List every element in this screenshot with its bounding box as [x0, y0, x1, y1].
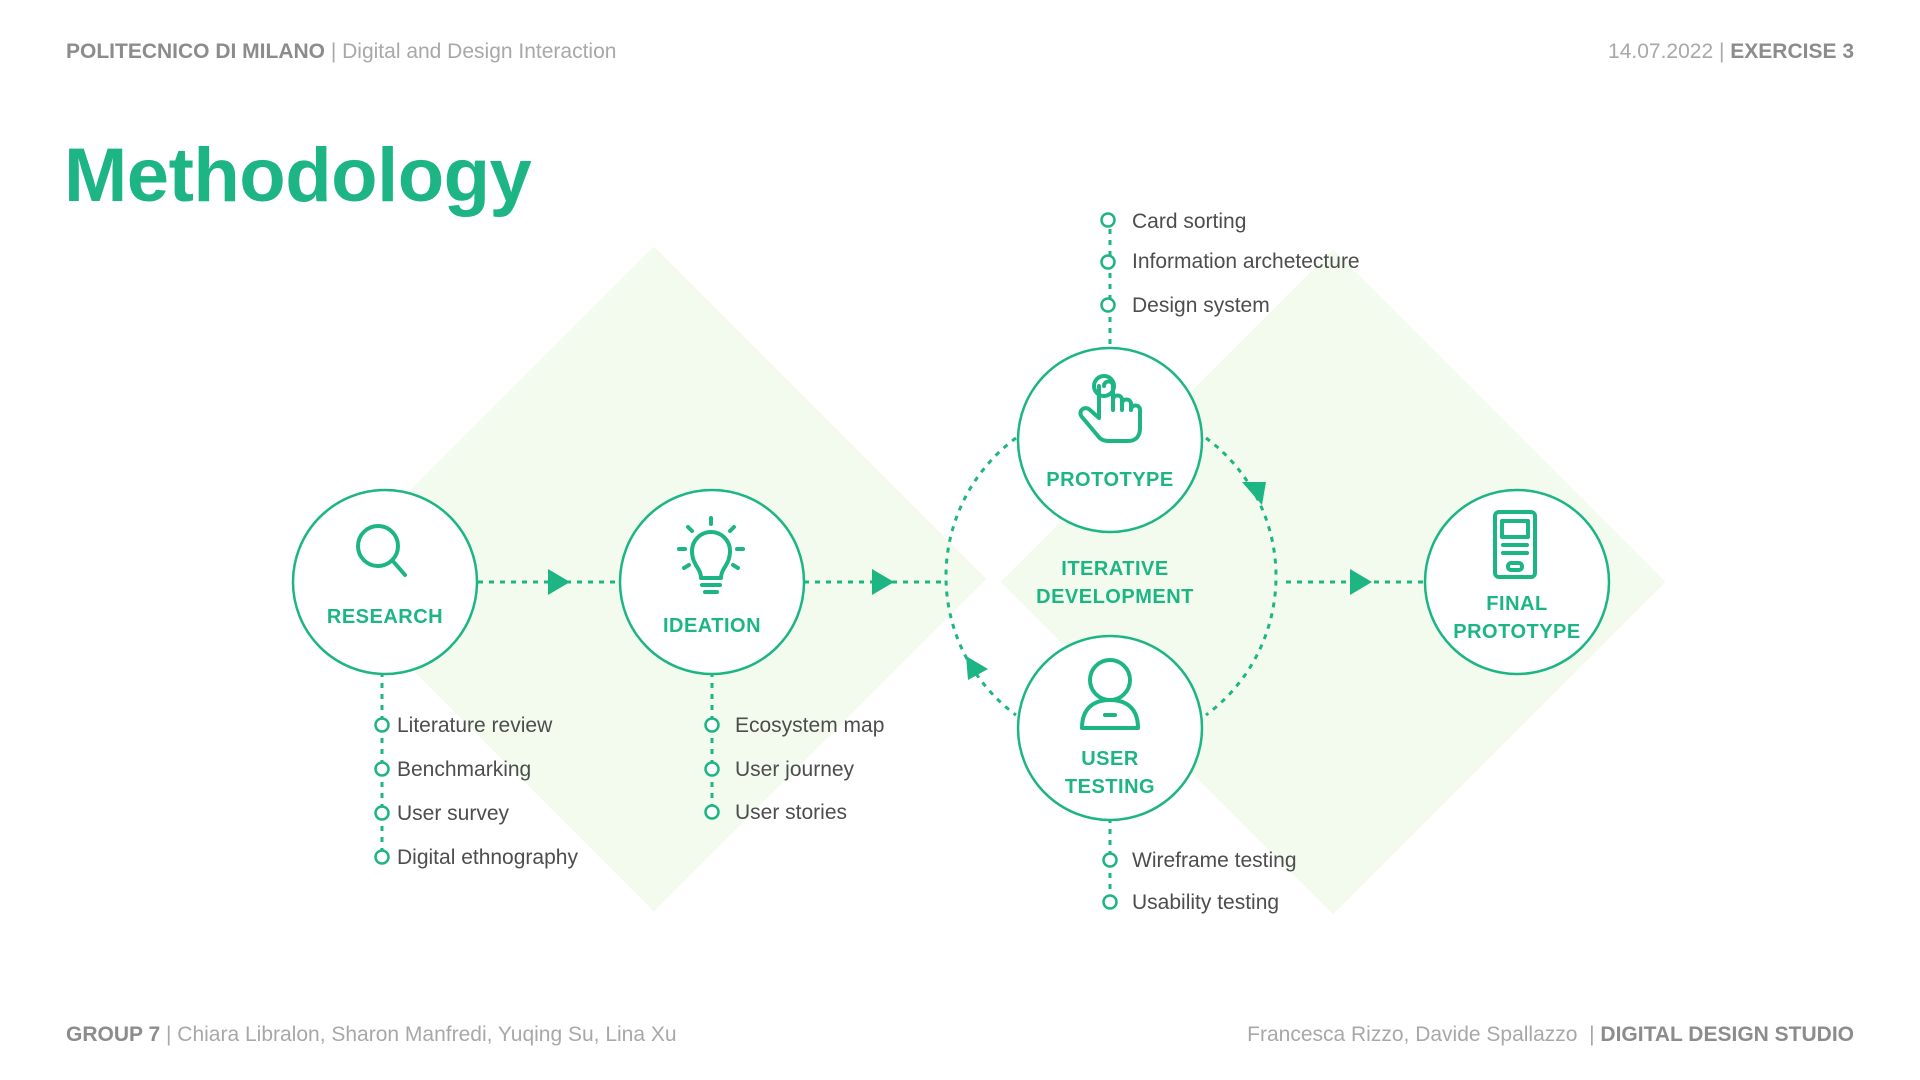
- item-user-survey: User survey: [397, 802, 510, 825]
- lightbulb-icon: [677, 516, 745, 594]
- item-ecosystem-map: Ecosystem map: [735, 714, 884, 737]
- node-ideation: [618, 488, 806, 676]
- pointing-hand-icon: [1078, 374, 1142, 443]
- label-user-testing: USER TESTING: [1065, 748, 1155, 798]
- item-literature-review: Literature review: [397, 714, 553, 737]
- label-user-testing-line-1: USER: [1081, 748, 1139, 770]
- bullet-research-1: [374, 717, 390, 733]
- course-name: Digital and Design Interaction: [342, 40, 617, 63]
- device-icon: [1493, 510, 1537, 579]
- bullet-user-testing-1: [1102, 852, 1118, 868]
- item-information-architecture: Information archetecture: [1132, 250, 1360, 273]
- studio-name: DIGITAL DESIGN STUDIO: [1600, 1023, 1854, 1046]
- bullet-research-4: [374, 849, 390, 865]
- item-wireframe-testing: Wireframe testing: [1132, 849, 1297, 872]
- label-ideation: IDEATION: [663, 615, 761, 637]
- center-label-line-2: DEVELOPMENT: [1036, 586, 1194, 608]
- date: 14.07.2022: [1608, 40, 1714, 63]
- item-card-sorting: Card sorting: [1132, 210, 1246, 233]
- cycle-arc-right: [1205, 436, 1278, 717]
- arrow-cycle-final: [1350, 569, 1372, 595]
- node-research: [291, 488, 479, 676]
- exercise-label: EXERCISE 3: [1730, 40, 1854, 63]
- label-user-testing-line-2: TESTING: [1065, 776, 1155, 798]
- cycle-arc-left: [944, 436, 1017, 717]
- footer-left: GROUP 7 | Chiara Libralon, Sharon Manfre…: [66, 1023, 677, 1046]
- item-digital-ethnography: Digital ethnography: [397, 846, 578, 869]
- bullet-prototype-2: [1100, 254, 1116, 270]
- label-final-prototype-line-1: FINAL: [1486, 593, 1547, 615]
- group-members: Chiara Libralon, Sharon Manfredi, Yuqing…: [177, 1023, 677, 1046]
- node-final-prototype: [1423, 488, 1611, 676]
- item-usability-testing: Usability testing: [1132, 891, 1279, 914]
- page-title: Methodology: [64, 133, 532, 218]
- label-final-prototype: FINAL PROTOTYPE: [1453, 593, 1581, 643]
- item-benchmarking: Benchmarking: [397, 758, 531, 781]
- footer-right: Francesca Rizzo, Davide Spallazzo | DIGI…: [1247, 1023, 1854, 1046]
- label-prototype: PROTOTYPE: [1046, 469, 1174, 491]
- label-prototype-line: PROTOTYPE: [1046, 469, 1174, 491]
- institution-name: POLITECNICO DI MILANO: [66, 40, 325, 63]
- bullet-prototype-1: [1100, 212, 1116, 228]
- item-design-system: Design system: [1132, 294, 1270, 317]
- label-research-line: RESEARCH: [327, 606, 443, 628]
- magnifier-icon: [356, 524, 407, 577]
- bullet-ideation-2: [704, 761, 720, 777]
- user-icon: [1080, 658, 1140, 730]
- group-label: GROUP 7: [66, 1023, 161, 1046]
- bullet-research-2: [374, 761, 390, 777]
- item-user-journey: User journey: [735, 758, 855, 781]
- header-right: 14.07.2022 | EXERCISE 3: [1608, 40, 1854, 63]
- item-user-stories: User stories: [735, 801, 847, 824]
- bullet-user-testing-2: [1102, 894, 1118, 910]
- bullet-ideation-3: [704, 804, 720, 820]
- arrow-cycle-left: [966, 656, 988, 680]
- header-left: POLITECNICO DI MILANO | Digital and Desi…: [66, 40, 617, 63]
- label-iterative-development: ITERATIVE DEVELOPMENT: [1036, 558, 1194, 608]
- bullet-prototype-3: [1100, 297, 1116, 313]
- arrow-cycle-right: [1242, 482, 1266, 505]
- bullet-research-3: [374, 805, 390, 821]
- arrow-research-ideation: [548, 569, 570, 595]
- bullet-ideation-1: [704, 717, 720, 733]
- arrow-ideation-cycle: [872, 569, 894, 595]
- label-final-prototype-line-2: PROTOTYPE: [1453, 621, 1581, 643]
- label-research: RESEARCH: [327, 606, 443, 628]
- label-ideation-line: IDEATION: [663, 615, 761, 637]
- center-label-line-1: ITERATIVE: [1061, 558, 1168, 580]
- professors: Francesca Rizzo, Davide Spallazzo: [1247, 1023, 1578, 1046]
